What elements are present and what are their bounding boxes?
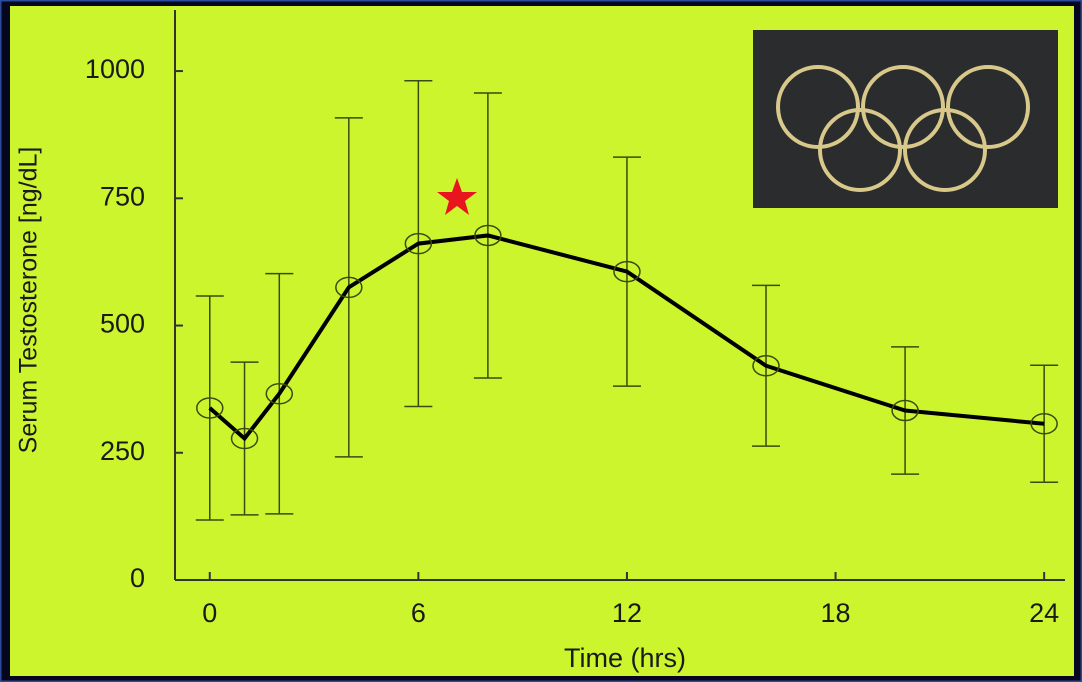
- y-tick-label: 750: [100, 181, 145, 211]
- y-tick-label: 250: [100, 436, 145, 466]
- image-background: [753, 30, 1058, 208]
- olympic-rings-image: [753, 30, 1058, 208]
- y-tick-label: 0: [130, 563, 145, 593]
- y-axis-label: Serum Testosterone [ng/dL]: [15, 147, 43, 454]
- x-tick-label: 6: [411, 598, 426, 628]
- x-tick-label: 12: [612, 598, 642, 628]
- x-tick-label: 18: [821, 598, 851, 628]
- x-tick-label: 0: [202, 598, 217, 628]
- y-tick-label: 1000: [85, 54, 145, 84]
- chart: Time (hrs) Serum Testosterone [ng/dL] 0 2…: [0, 0, 1082, 682]
- x-tick-label: 24: [1029, 598, 1059, 628]
- y-tick-label: 500: [100, 309, 145, 339]
- x-axis-label: Time (hrs): [564, 643, 686, 673]
